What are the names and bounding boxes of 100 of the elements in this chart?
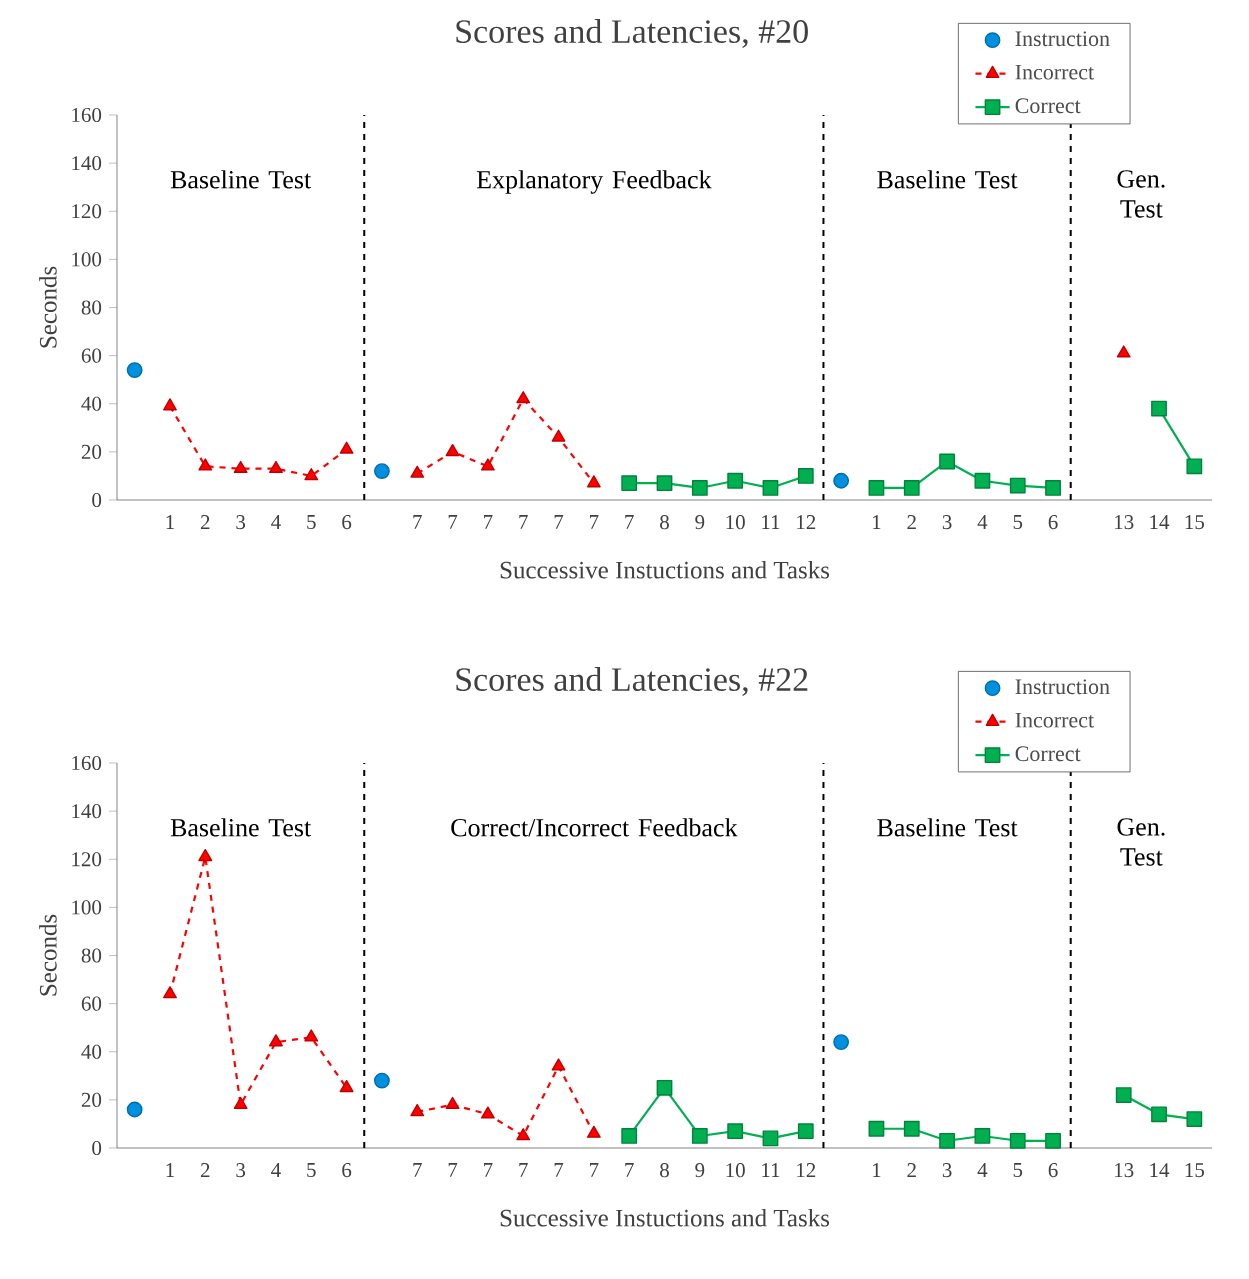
y-tick-label: 140 (72, 156, 102, 171)
point (762, 1130, 779, 1147)
point (691, 480, 708, 496)
point (1009, 477, 1026, 494)
x-tick-label: 7 (625, 515, 634, 529)
point (727, 1123, 744, 1140)
x-axis-title: Successive Instuctions and Tasks (500, 560, 830, 579)
legend-label: Correct (1015, 746, 1081, 762)
x-tick-label: 1 (873, 1163, 881, 1177)
x-tick-label: 2 (200, 1163, 210, 1177)
x-tick-label: 7 (519, 1163, 528, 1177)
y-tick-label: 160 (72, 107, 102, 123)
x-tick-label: 2 (907, 515, 916, 529)
x-tick-label: 6 (342, 1163, 352, 1178)
y-tick-label: 160 (72, 755, 102, 771)
point (656, 1079, 673, 1096)
point (939, 453, 955, 470)
x-tick-label: 6 (1048, 1163, 1058, 1178)
point (480, 458, 495, 471)
x-tick-label: 12 (797, 515, 816, 529)
x-tick-label: 3 (236, 1163, 246, 1178)
point (1186, 1111, 1203, 1128)
x-tick-label: 4 (271, 1163, 281, 1177)
y-tick-label: 120 (72, 204, 102, 219)
y-tick-label: 100 (72, 252, 102, 267)
x-tick-label: 1 (873, 515, 881, 529)
legend-label: Correct (1015, 98, 1081, 114)
point (833, 472, 850, 489)
point (833, 1034, 850, 1051)
annotation: Baseline Test (170, 818, 312, 837)
point (198, 848, 213, 862)
point (551, 429, 566, 442)
chart-title: Scores and Latencies, #20 (456, 19, 808, 48)
legend-label: Instruction (1015, 679, 1110, 695)
point (374, 463, 390, 480)
y-tick-label: 40 (81, 396, 102, 411)
point (126, 1101, 143, 1118)
y-tick-label: 140 (72, 804, 102, 819)
point (339, 441, 354, 454)
x-tick-label: 7 (484, 1163, 493, 1177)
x-tick-label: 5 (307, 1163, 316, 1178)
x-tick-label: 7 (413, 515, 422, 529)
y-tick-label: 60 (81, 348, 102, 363)
point (586, 1125, 601, 1138)
legend-label: Incorrect (1015, 712, 1094, 728)
point (516, 1128, 531, 1141)
point (656, 475, 673, 492)
point (163, 398, 177, 411)
x-tick-label: 10 (726, 1163, 745, 1178)
point (762, 480, 779, 496)
y-tick-label: 0 (92, 492, 102, 508)
point (621, 1128, 638, 1144)
point (269, 1034, 283, 1047)
point (868, 480, 885, 496)
point (939, 1132, 955, 1149)
y-axis-title: Seconds (39, 266, 57, 348)
legend-label: Instruction (1015, 31, 1110, 47)
point (727, 472, 744, 489)
y-tick-label: 120 (72, 852, 102, 867)
x-tick-label: 15 (1185, 515, 1205, 530)
x-tick-label: 7 (554, 1163, 564, 1177)
x-tick-label: 3 (236, 515, 246, 530)
legend-label: Incorrect (1015, 64, 1094, 80)
point (410, 1104, 425, 1117)
annotation: Baseline Test (170, 170, 312, 189)
x-tick-label: 6 (1048, 515, 1058, 530)
x-tick-label: 2 (200, 515, 210, 529)
x-tick-label: 6 (342, 515, 352, 530)
y-tick-label: 40 (81, 1044, 102, 1059)
point (551, 1058, 566, 1071)
point (1045, 480, 1061, 496)
y-tick-label: 80 (81, 948, 102, 963)
point (1009, 1132, 1026, 1149)
x-tick-label: 5 (1013, 1163, 1023, 1178)
point (903, 480, 920, 496)
point (621, 475, 638, 492)
annotation: Gen. Test (1117, 170, 1165, 218)
annotation: Correct/Incorrect Feedback (451, 818, 738, 837)
x-tick-label: 13 (1115, 1163, 1134, 1178)
x-tick-label: 11 (762, 1163, 780, 1177)
y-tick-label: 80 (81, 300, 102, 315)
point (445, 1096, 460, 1109)
chart-title: Scores and Latencies, #22 (456, 667, 808, 696)
point (1151, 400, 1167, 417)
point (233, 460, 248, 474)
x-tick-label: 2 (907, 1163, 916, 1177)
point (1045, 1132, 1061, 1149)
y-axis-title: Seconds (39, 914, 57, 996)
x-tick-label: 15 (1185, 1163, 1205, 1178)
point (974, 472, 991, 489)
annotation: Baseline Test (877, 170, 1018, 189)
x-tick-label: 4 (977, 1163, 988, 1177)
annotation: Explanatory Feedback (476, 170, 712, 194)
point (233, 1096, 248, 1109)
point (868, 1120, 885, 1137)
y-tick-label: 20 (81, 444, 102, 459)
point (269, 460, 283, 474)
x-tick-label: 7 (589, 515, 599, 529)
x-tick-label: 7 (448, 1163, 458, 1177)
x-tick-label: 12 (797, 1163, 816, 1177)
